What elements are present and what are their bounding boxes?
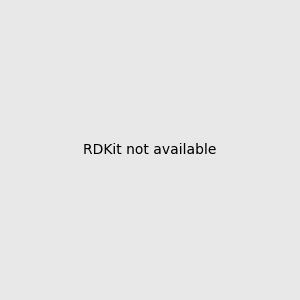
Text: RDKit not available: RDKit not available <box>83 143 217 157</box>
